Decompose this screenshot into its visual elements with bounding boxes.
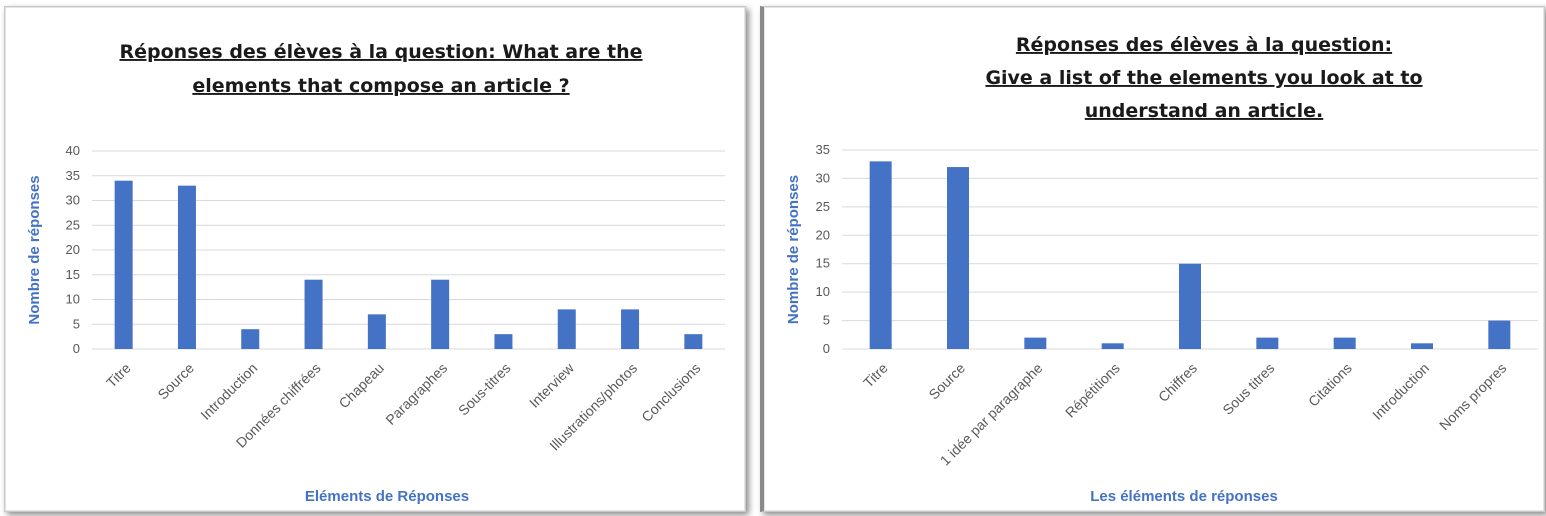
- bar: [367, 314, 386, 349]
- bar: [621, 309, 640, 349]
- bar-chart-right: Réponses des élèves à la question: Give a…: [785, 34, 1538, 505]
- y-tick-label: 10: [816, 284, 830, 299]
- x-category-label: Répétitions: [1062, 360, 1123, 421]
- bar: [114, 180, 133, 349]
- bar: [869, 161, 892, 349]
- bar: [947, 167, 969, 349]
- chart-title-line: understand an article.: [1085, 100, 1324, 122]
- bar: [1024, 337, 1047, 349]
- bar: [557, 309, 576, 349]
- bar: [1101, 343, 1124, 349]
- y-tick-label: 20: [816, 227, 830, 242]
- y-tick-label: 30: [66, 193, 80, 208]
- y-tick-label: 10: [66, 292, 80, 307]
- x-category-label: Interview: [526, 359, 578, 411]
- bar: [494, 334, 513, 349]
- chart-panel-left: Réponses des élèves à la question: What …: [4, 6, 746, 512]
- y-axis-title: Nombre de réponses: [785, 175, 802, 324]
- x-category-label: Titre: [860, 360, 891, 391]
- x-category-label: Introduction: [197, 360, 260, 423]
- x-category-label: Titre: [103, 360, 134, 391]
- x-axis-title: Eléments de Réponses: [305, 488, 469, 505]
- x-category-label: Citations: [1305, 360, 1355, 410]
- bar: [431, 279, 450, 349]
- x-category-label: Chiffres: [1155, 360, 1200, 405]
- y-tick-label: 15: [66, 267, 80, 282]
- y-tick-label: 25: [66, 217, 80, 232]
- x-category-label: Chapeau: [335, 360, 386, 411]
- chart-panel-right: Réponses des élèves à la question: Give a…: [760, 6, 1545, 512]
- y-tick-label: 0: [823, 341, 830, 356]
- chart-title-line: Give a list of the elements you look at …: [985, 67, 1422, 89]
- x-category-label: Sous-titres: [455, 360, 514, 419]
- bar: [177, 185, 196, 349]
- bar-chart-left: Réponses des élèves à la question: What …: [26, 41, 725, 505]
- bar: [1179, 263, 1201, 349]
- y-tick-label: 15: [816, 256, 830, 271]
- x-category-label: Introduction: [1369, 360, 1432, 423]
- chart-title-line: Réponses des élèves à la question:: [1016, 34, 1392, 56]
- y-tick-label: 5: [73, 316, 80, 331]
- bar: [1333, 337, 1356, 349]
- x-category-label: Sous titres: [1219, 360, 1277, 418]
- bar: [1411, 343, 1433, 349]
- chart-title-line: Réponses des élèves à la question: What …: [120, 41, 643, 63]
- x-category-label: Paragraphes: [382, 360, 450, 428]
- x-category-label: Source: [154, 360, 197, 403]
- x-axis-title: Les éléments de réponses: [1090, 488, 1278, 505]
- y-tick-label: 40: [66, 143, 80, 158]
- x-category-label: Noms propres: [1436, 360, 1509, 433]
- y-axis-title: Nombre de réponses: [26, 175, 43, 324]
- y-tick-label: 0: [73, 341, 80, 356]
- chart-title-line: elements that compose an article ?: [192, 75, 569, 97]
- y-tick-label: 30: [816, 170, 830, 185]
- bar: [1488, 320, 1511, 349]
- y-tick-label: 35: [66, 168, 80, 183]
- y-tick-label: 20: [66, 242, 80, 257]
- y-tick-label: 35: [816, 142, 830, 157]
- bar: [241, 329, 260, 349]
- x-category-label: Source: [925, 360, 968, 403]
- bar: [1256, 337, 1279, 349]
- x-category-label: Conclusions: [638, 360, 703, 425]
- y-tick-label: 5: [823, 313, 830, 328]
- bar: [684, 334, 703, 349]
- y-tick-label: 25: [816, 199, 830, 214]
- bar: [304, 279, 323, 349]
